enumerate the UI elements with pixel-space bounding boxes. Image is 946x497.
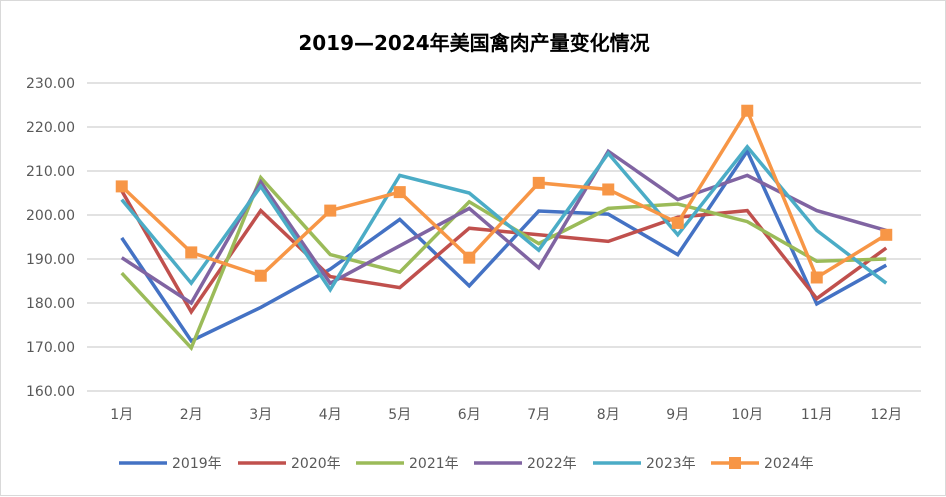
data-point-marker bbox=[463, 251, 476, 264]
x-tick-label: 12月 bbox=[870, 407, 902, 423]
legend-label: 2022年 bbox=[527, 456, 577, 472]
x-tick-label: 7月 bbox=[527, 407, 550, 423]
y-tick-label: 220.00 bbox=[26, 120, 75, 136]
x-tick-label: 10月 bbox=[731, 407, 763, 423]
data-point-marker bbox=[115, 180, 128, 193]
x-tick-label: 6月 bbox=[458, 407, 481, 423]
y-tick-label: 170.00 bbox=[26, 340, 75, 356]
y-tick-label: 230.00 bbox=[26, 76, 75, 92]
data-point-marker bbox=[741, 104, 754, 117]
x-tick-label: 9月 bbox=[666, 407, 689, 423]
y-tick-label: 210.00 bbox=[26, 164, 75, 180]
data-point-marker bbox=[671, 216, 684, 229]
data-point-marker bbox=[393, 186, 406, 199]
x-tick-label: 4月 bbox=[319, 407, 342, 423]
x-tick-label: 1月 bbox=[110, 407, 133, 423]
legend-label: 2021年 bbox=[409, 456, 459, 472]
data-point-marker bbox=[254, 269, 267, 282]
data-point-marker bbox=[602, 183, 615, 196]
chart-title: 2019—2024年美国禽肉产量变化情况 bbox=[298, 31, 650, 55]
y-tick-label: 160.00 bbox=[26, 384, 75, 400]
y-tick-label: 180.00 bbox=[26, 296, 75, 312]
series-line-2019年 bbox=[120, 147, 888, 344]
data-point-marker bbox=[810, 271, 823, 284]
legend-label: 2020年 bbox=[291, 456, 341, 472]
series-line-2020年 bbox=[120, 189, 888, 316]
data-point-marker bbox=[532, 176, 545, 189]
x-tick-label: 11月 bbox=[801, 407, 833, 423]
data-point-marker bbox=[880, 228, 893, 241]
y-tick-label: 190.00 bbox=[26, 252, 75, 268]
x-tick-label: 8月 bbox=[597, 407, 620, 423]
x-tick-label: 3月 bbox=[249, 407, 272, 423]
x-tick-label: 5月 bbox=[388, 407, 411, 423]
series-line-2024年 bbox=[120, 106, 888, 281]
x-tick-label: 2月 bbox=[180, 407, 203, 423]
y-tick-label: 200.00 bbox=[26, 208, 75, 224]
data-point-marker bbox=[185, 246, 198, 259]
data-point-marker bbox=[324, 204, 337, 217]
legend-marker bbox=[729, 457, 741, 469]
legend-label: 2019年 bbox=[172, 456, 222, 472]
legend-label: 2024年 bbox=[764, 456, 814, 472]
legend-label: 2023年 bbox=[646, 456, 696, 472]
